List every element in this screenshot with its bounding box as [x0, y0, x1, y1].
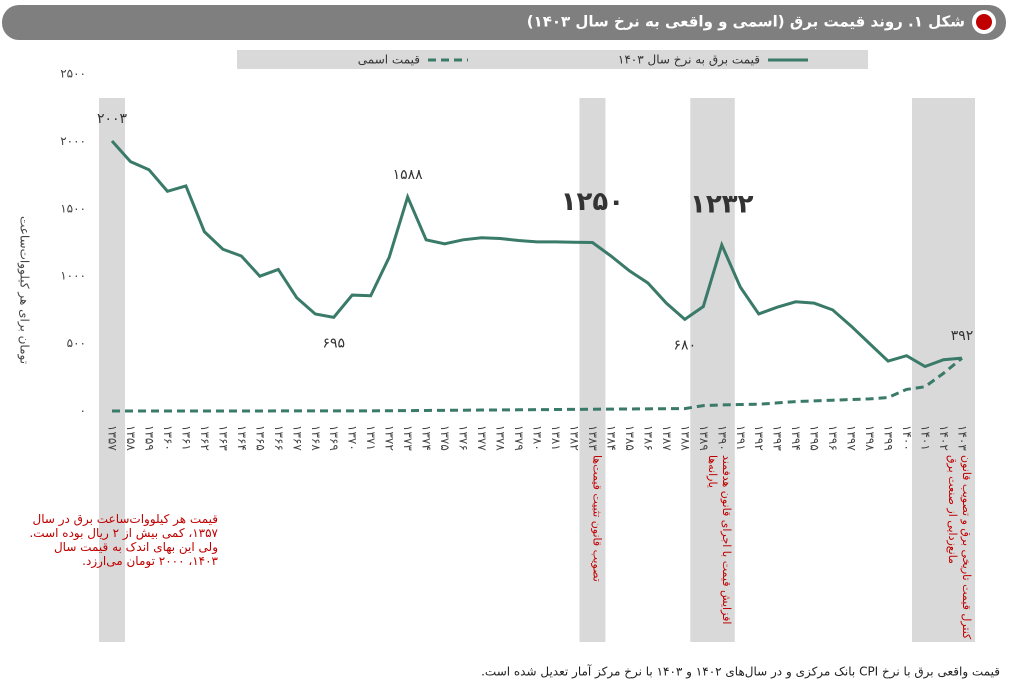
x-tick-label: ۱۳۷۴: [420, 425, 434, 451]
x-tick-label: ۱۳۷۷: [475, 425, 489, 451]
x-tick-label: ۱۴۰۲: [937, 425, 951, 451]
x-tick-label: ۱۳۷۵: [438, 425, 452, 451]
region-text: قیمت هر کیلووات‌ساعت برق در سال ۱۳۵۷، کم…: [29, 512, 218, 568]
x-tick-label: ۱۳۸۸: [678, 425, 692, 451]
x-tick-label: ۱۳۸۰: [531, 425, 545, 451]
title-icon-dot: [976, 14, 992, 30]
region-label: کنترل قیمت تاریخی برق و تصویب قانون مانع…: [946, 455, 973, 640]
y-tick-label: ۱۵۰۰: [60, 201, 86, 215]
y-tick-label: ۱۰۰۰: [60, 269, 86, 283]
x-tick-label: ۱۴۰۰: [900, 425, 914, 451]
x-tick-label: ۱۳۷۱: [364, 425, 378, 451]
x-tick-label: ۱۳۶۹: [327, 425, 341, 451]
region-label-group: افزایش قیمت با اجرای قانون هدفمند یارانه…: [705, 455, 733, 625]
y-tick-label: ۲۵۰۰: [60, 67, 86, 81]
x-tick-label: ۱۳۷۹: [512, 425, 526, 451]
x-tick-label: ۱۳۸۷: [660, 425, 674, 451]
data-label: ۲۰۰۳: [97, 111, 128, 127]
legend-bar: [237, 50, 868, 69]
x-tick-label: ۱۳۷۶: [457, 425, 471, 451]
x-tick-label: ۱۳۸۶: [641, 425, 655, 451]
x-tick-label: ۱۳۷۰: [346, 425, 360, 451]
footnote: قیمت واقعی برق با نرخ CPI بانک مرکزی و د…: [481, 664, 1000, 680]
x-tick-label: ۱۳۶۷: [290, 425, 304, 451]
x-tick-label: ۱۴۰۳: [956, 425, 970, 451]
x-tick-label: ۱۳۷۳: [401, 425, 415, 451]
x-tick-label: ۱۳۹۷: [845, 425, 859, 451]
x-tick-label: ۱۳۹۵: [808, 425, 822, 451]
x-tick-label: ۱۳۹۲: [752, 425, 766, 451]
x-tick-label: ۱۳۶۴: [235, 425, 249, 451]
x-tick-label: ۱۳۸۱: [549, 425, 563, 451]
title-bar: [2, 5, 1006, 40]
x-tick-label: ۱۳۵۹: [142, 425, 156, 451]
x-tick-label: ۱۳۸۲: [567, 425, 581, 451]
x-tick-label: ۱۳۶۲: [198, 425, 212, 451]
x-tick-label: ۱۳۵۸: [124, 425, 138, 451]
region-label: تصویب قانون تثبیت قیمت‌ها: [590, 455, 604, 582]
x-tick-label: ۱۳۸۴: [604, 425, 618, 451]
x-tick-label: ۱۳۶۱: [179, 425, 193, 451]
shaded-region: [690, 98, 735, 642]
legend-label: قیمت اسمی: [358, 53, 420, 67]
x-tick-label: ۱۳۸۹: [697, 425, 711, 451]
y-tick-label: ۲۰۰۰: [60, 134, 86, 148]
data-label: ۳۹۲: [951, 328, 974, 344]
y-tick-label: ۰: [80, 404, 86, 418]
region-text: افزایش قیمت با اجرای قانون هدفمند یارانه…: [705, 455, 733, 625]
series-line: [112, 356, 963, 413]
region-label-group: تصویب قانون تثبیت قیمت‌ها: [590, 455, 604, 582]
x-tick-label: ۱۳۹۶: [826, 425, 840, 451]
region-text: کنترل قیمت تاریخی برق و تصویب قانون مانع…: [946, 455, 973, 640]
x-tick-label: ۱۳۹۳: [771, 425, 785, 451]
x-tick-label: ۱۳۶۵: [253, 425, 267, 451]
x-tick-label: ۱۳۹۹: [882, 425, 896, 451]
series-line: [110, 139, 963, 369]
region-label-group: کنترل قیمت تاریخی برق و تصویب قانون مانع…: [946, 455, 973, 640]
x-tick-label: ۱۳۶۶: [272, 425, 286, 451]
x-tick-label: ۱۳۶۰: [161, 425, 175, 451]
x-tick-label: ۱۳۹۰: [715, 425, 729, 451]
region-label: افزایش قیمت با اجرای قانون هدفمند یارانه…: [705, 455, 733, 625]
x-tick-label: ۱۳۷۸: [494, 425, 508, 451]
regions: قیمت هر کیلووات‌ساعت برق در سال ۱۳۵۷، کم…: [29, 98, 975, 642]
y-axis-label: تومان برای هر کیلووات‌ساعت: [17, 216, 32, 364]
chart-title: شکل ۱. روند قیمت برق (اسمی و واقعی به نر…: [527, 13, 965, 31]
region-note: قیمت هر کیلووات‌ساعت برق در سال ۱۳۵۷، کم…: [29, 512, 218, 568]
x-tick-label: ۱۳۸۵: [623, 425, 637, 451]
shaded-region: [99, 98, 125, 642]
data-label: ۶۹۵: [322, 335, 345, 351]
x-tick-label: ۱۳۹۱: [734, 425, 748, 451]
data-label: ۶۸۰: [674, 337, 697, 353]
x-tick-label: ۱۴۰۱: [919, 425, 933, 451]
data-label: ۱۵۸۸: [393, 167, 424, 183]
y-tick-label: ۵۰۰: [67, 336, 86, 350]
legend-label: قیمت برق به نرخ سال ۱۴۰۳: [618, 53, 760, 68]
shaded-region: [912, 98, 975, 642]
data-label: ۱۲۳۲: [690, 189, 754, 219]
x-tick-label: ۱۳۸۳: [586, 425, 600, 451]
x-tick-label: ۱۳۶۳: [216, 425, 230, 451]
x-tick-label: ۱۳۹۸: [863, 425, 877, 451]
x-tick-label: ۱۳۵۷: [106, 425, 120, 451]
x-tick-label: ۱۳۹۴: [789, 425, 803, 451]
data-label: ۱۲۵۰: [561, 187, 624, 217]
region-text: تصویب قانون تثبیت قیمت‌ها: [590, 455, 604, 582]
shaded-region: [579, 98, 606, 642]
x-tick-label: ۱۳۶۸: [309, 425, 323, 451]
x-tick-label: ۱۳۷۲: [383, 425, 397, 451]
